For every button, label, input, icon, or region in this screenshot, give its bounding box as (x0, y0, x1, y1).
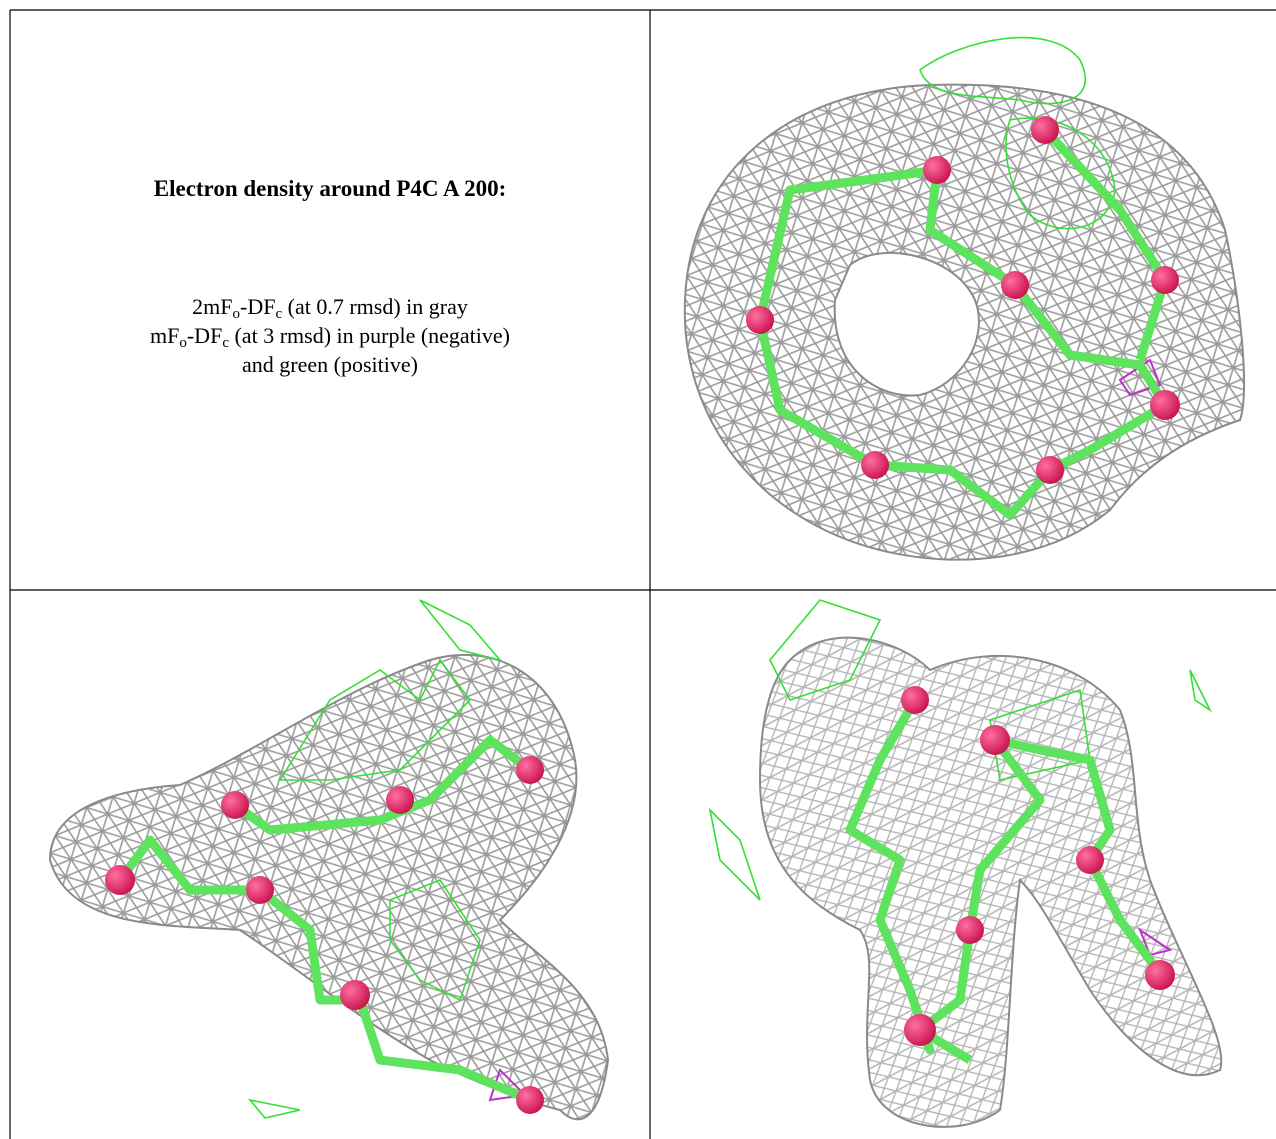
subscript: c (275, 306, 283, 322)
caption-text: mF (150, 323, 180, 348)
table-borders (9, 9, 1276, 1139)
caption-line: mFo-DFc (at 3 rmsd) in purple (negative) (10, 321, 650, 351)
caption-line: 2mFo-DFc (at 0.7 rmsd) in gray (10, 292, 650, 322)
density-view-2 (48, 599, 610, 1121)
subscript: o (179, 335, 187, 351)
caption: Electron density around P4C A 200: 2mFo-… (10, 10, 650, 590)
caption-text: -DF (240, 294, 276, 319)
caption-text: 2mF (192, 294, 233, 319)
caption-line: and green (positive) (10, 350, 650, 379)
caption-text: (at 3 rmsd) in purple (negative) (228, 323, 510, 348)
density-view-3 (708, 599, 1223, 1128)
density-view-1 (683, 36, 1246, 561)
caption-text: (at 0.7 rmsd) in gray (282, 294, 468, 319)
subscript: c (222, 335, 229, 351)
caption-body: 2mFo-DFc (at 0.7 rmsd) in gray mFo-DFc (a… (10, 292, 650, 379)
subscript: o (232, 306, 241, 322)
caption-text: -DF (186, 323, 223, 348)
caption-text: and green (positive) (242, 352, 418, 377)
caption-title: Electron density around P4C A 200: (153, 176, 507, 201)
